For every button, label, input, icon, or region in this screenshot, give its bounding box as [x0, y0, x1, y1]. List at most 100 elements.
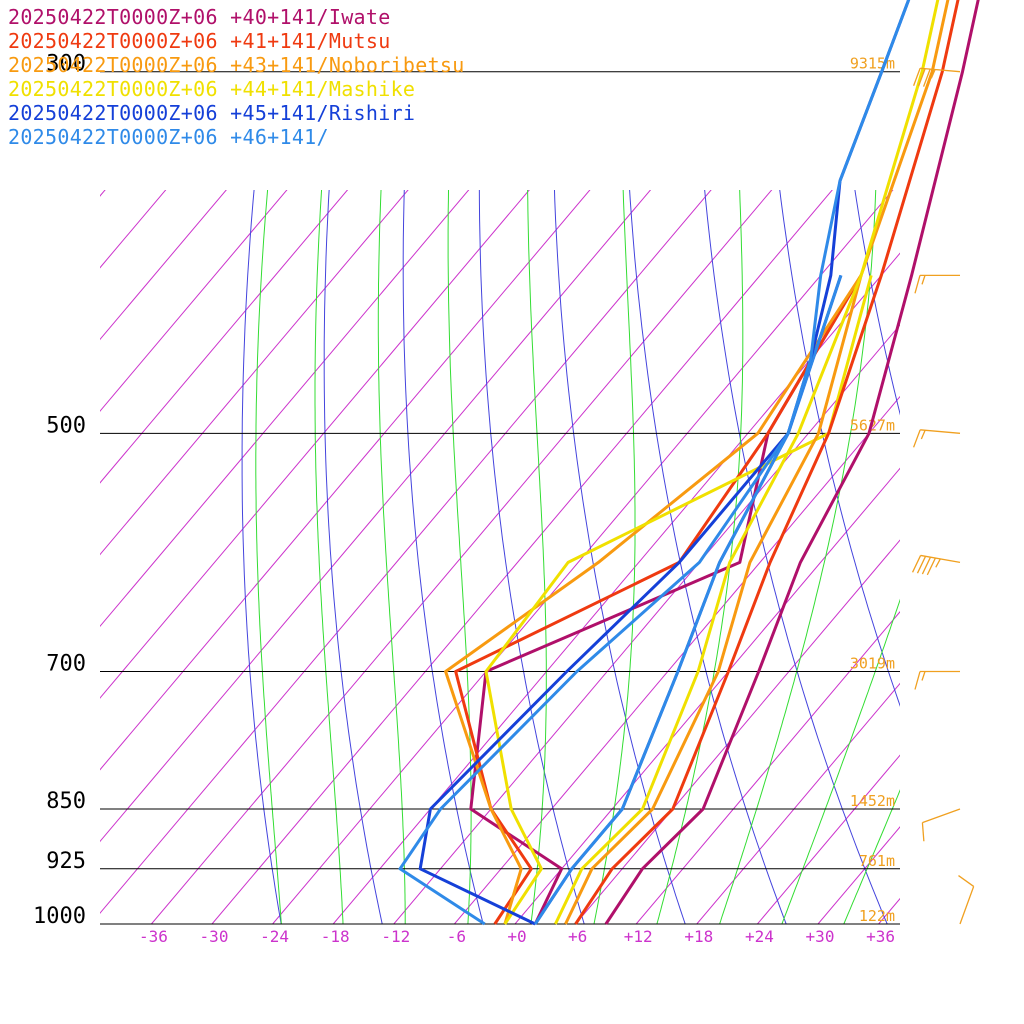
temperature-tick-label: +18 — [684, 927, 713, 946]
dry-adiabat-line — [402, 190, 484, 924]
wind-barb-staff — [959, 886, 975, 925]
pressure-tick-label: 500 — [46, 413, 86, 438]
isotherm-line — [454, 395, 900, 924]
isotherm-line — [100, 190, 652, 843]
axis-labels: 1001502002503005007008509251000-36-30-24… — [33, 52, 895, 946]
temperature-tick-label: +30 — [806, 927, 835, 946]
isotherm-line — [635, 611, 900, 924]
isotherm-line — [575, 539, 900, 924]
legend: 20250422T0000Z+06 +40+141/Iwate 20250422… — [8, 5, 465, 149]
temperature-tick-label: -18 — [321, 927, 350, 946]
moist-adiabat-line — [656, 190, 744, 924]
wind-barb-staff — [920, 429, 961, 434]
wind-barb-half-flag — [935, 558, 941, 568]
wind-barb-flag — [917, 68, 926, 87]
isotherm-line — [100, 190, 470, 628]
temperature-tick-label: +0 — [507, 927, 526, 946]
isotherm-line — [757, 754, 900, 924]
temperature-tick-label: -12 — [381, 927, 410, 946]
dry-adiabat-line — [323, 190, 383, 924]
height-label: 1452m — [850, 792, 895, 810]
dry-adiabat-line — [947, 0, 1024, 959]
dewpoint-line — [418, 274, 843, 926]
wind-barb-half-flag — [921, 671, 926, 681]
wind-barb-flag — [926, 557, 936, 576]
isotherm-line — [100, 190, 712, 914]
isotherm-line — [100, 190, 530, 699]
wind-barb — [921, 808, 961, 842]
wind-barb-flag — [916, 556, 927, 574]
legend-entry-rishiri: 20250422T0000Z+06 +45+141/Rishiri — [8, 101, 416, 125]
wind-barb-half-flag — [920, 430, 926, 440]
dry-adiabat-line — [478, 190, 585, 924]
moist-adiabat-line — [447, 190, 472, 924]
wind-barb-flag — [921, 556, 932, 575]
wind-barb-flag — [914, 275, 921, 294]
dry-adiabat-line — [241, 190, 282, 924]
temperature-line — [604, 0, 980, 925]
legend-entry-unnamed: 20250422T0000Z+06 +46+141/ — [8, 125, 329, 149]
pressure-tick-label: 700 — [46, 652, 86, 677]
wind-barb-flag — [914, 671, 921, 690]
moist-adiabat-line — [255, 190, 282, 924]
temperature-tick-label: +6 — [568, 927, 587, 946]
wind-barb — [911, 554, 961, 576]
wind-barb-flag — [922, 68, 931, 87]
wind-barb-staff — [922, 808, 961, 824]
wind-barbs — [911, 67, 975, 925]
temperature-tick-label: +12 — [624, 927, 653, 946]
wind-barb-staff — [920, 67, 961, 73]
moist-adiabat-line — [843, 789, 900, 924]
temperature-tick-label: +24 — [745, 927, 774, 946]
temperature-line — [564, 0, 950, 925]
wind-barb — [912, 429, 961, 448]
height-label: 122m — [859, 907, 895, 925]
isotherm-line — [696, 682, 900, 924]
moist-adiabat-line — [593, 190, 636, 924]
isotherm-line — [272, 190, 894, 924]
moist-adiabat-line — [377, 190, 406, 924]
dry-adiabat-line — [704, 190, 888, 924]
legend-entry-mashike: 20250422T0000Z+06 +44+141/Mashike — [8, 77, 416, 101]
pressure-tick-label: 1000 — [33, 904, 86, 929]
temperature-line — [574, 0, 960, 925]
isotherm-line — [151, 190, 773, 924]
wind-barb-flag — [912, 67, 921, 86]
isotherm-line — [1000, 0, 1024, 924]
moist-adiabat-line — [527, 190, 547, 924]
pressure-tick-label: 925 — [46, 849, 86, 874]
temperature-tick-label: -6 — [447, 927, 466, 946]
moist-adiabat-line — [781, 598, 900, 924]
dry-adiabat-line — [629, 190, 787, 924]
sounding-profiles — [398, 0, 980, 926]
isotherm-line — [878, 897, 900, 924]
wind-barb-flag — [911, 555, 922, 573]
wind-barb-flag — [958, 875, 975, 887]
legend-entry-iwate: 20250422T0000Z+06 +40+141/Iwate — [8, 5, 391, 29]
temperature-line — [554, 0, 940, 925]
isotherm-line — [393, 324, 900, 924]
wind-barb — [958, 875, 975, 925]
dry-adiabat-line — [779, 190, 900, 707]
temperature-tick-label: -24 — [260, 927, 289, 946]
moist-adiabat-line — [314, 190, 344, 924]
wind-barb-half-flag — [930, 69, 936, 79]
temperature-line — [533, 0, 911, 925]
isotherm-line — [939, 0, 1024, 924]
pressure-tick-label: 850 — [46, 789, 86, 814]
pressure-tick-label: 300 — [46, 52, 86, 77]
wind-barb-flag — [912, 429, 921, 448]
isotherm-line — [211, 190, 833, 924]
dry-adiabat-line — [1006, 0, 1024, 959]
wind-barb-half-flag — [921, 275, 926, 285]
temperature-tick-label: -30 — [200, 927, 229, 946]
wind-barb — [912, 67, 961, 87]
height-label: 761m — [859, 852, 895, 870]
temperature-tick-label: -36 — [139, 927, 168, 946]
legend-entry-mutsu: 20250422T0000Z+06 +41+141/Mutsu — [8, 29, 391, 53]
dewpoint-line — [398, 274, 843, 926]
moist-adiabat-line — [890, 0, 1024, 959]
height-label: 3019m — [850, 655, 895, 673]
wind-barb-flag — [921, 822, 925, 842]
